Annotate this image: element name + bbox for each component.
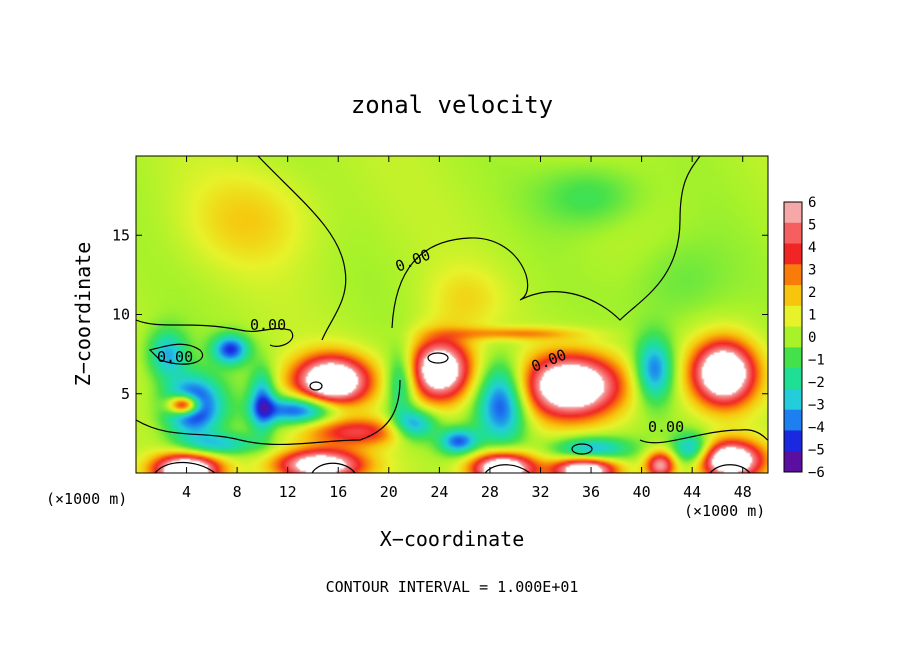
y-tick-label: 10 — [112, 306, 130, 324]
x-axis-label: X−coordinate — [380, 527, 525, 551]
x-tick-label: 40 — [633, 483, 651, 501]
chart-title: zonal velocity — [351, 91, 553, 119]
colorbar-label: 0 — [808, 330, 816, 346]
colorbar-swatch — [784, 264, 802, 286]
colorbar: 6 5 4 3 2 1 0 −1 −2 −3 −4 −5 −6 — [783, 195, 825, 481]
colorbar-label: 4 — [808, 240, 816, 256]
colorbar-swatch — [784, 326, 802, 348]
colorbar-swatch — [784, 388, 802, 411]
contour-bottom-1 — [154, 461, 216, 474]
x-tick-label: 20 — [380, 483, 398, 501]
colorbar-label: 2 — [808, 285, 816, 301]
contour-bottom-4 — [709, 464, 751, 474]
x-tick-label: 16 — [329, 483, 347, 501]
contour-bottom-3 — [484, 464, 531, 474]
x-unit-left: (×1000 m) — [46, 490, 127, 508]
y-tick-label: 15 — [112, 226, 130, 244]
colorbar-swatch — [784, 202, 802, 224]
contour-zero-mid — [148, 343, 204, 365]
contour-zero-lower — [135, 379, 401, 446]
x-tick-label: 8 — [233, 483, 242, 501]
contour-small-1 — [427, 352, 449, 364]
colorbar-swatch — [784, 285, 802, 307]
contour-zero-left — [135, 319, 294, 347]
x-ticks: 4 8 12 16 20 24 28 32 36 40 44 48 — [182, 156, 752, 501]
colorbar-label: 5 — [808, 218, 816, 234]
y-ticks: 5 10 15 — [112, 226, 768, 403]
x-unit-right: (×1000 m) — [684, 502, 765, 520]
colorbar-label: 3 — [808, 263, 816, 279]
x-tick-label: 4 — [182, 483, 191, 501]
colorbar-label: 1 — [808, 308, 816, 324]
x-tick-label: 36 — [582, 483, 600, 501]
y-axis-label: Z−coordinate — [71, 242, 95, 387]
colorbar-swatch — [784, 430, 802, 452]
x-tick-label: 12 — [279, 483, 297, 501]
colorbar-label: −1 — [808, 353, 825, 369]
contour-interval-note: CONTOUR INTERVAL = 1.000E+01 — [326, 578, 579, 596]
colorbar-swatch — [784, 409, 802, 431]
contour-label: 0.00 — [648, 418, 684, 436]
colorbar-swatch — [784, 368, 802, 390]
plot-area: 0.00 0.00 0.00 0.00 0.00 4 8 12 16 20 24 28 32 3… — [112, 155, 769, 501]
x-tick-label: 48 — [734, 483, 752, 501]
x-tick-label: 32 — [531, 483, 549, 501]
x-tick-label: 44 — [683, 483, 701, 501]
colorbar-label: −5 — [808, 443, 825, 459]
colorbar-swatch — [784, 347, 802, 369]
x-tick-label: 28 — [481, 483, 499, 501]
contour-label: 0.00 — [250, 316, 286, 334]
colorbar-swatch — [784, 243, 802, 265]
colorbar-label: −3 — [808, 398, 825, 414]
contour-zero-upper — [257, 155, 701, 341]
colorbar-label: −2 — [808, 375, 825, 391]
contour-small-2 — [309, 381, 323, 391]
contour-bottom-2 — [311, 462, 356, 474]
contour-lines — [135, 155, 769, 474]
colorbar-frame — [783, 201, 803, 473]
contour-label: 0.00 — [157, 348, 193, 366]
colorbar-swatch — [784, 451, 802, 473]
contour-small-3 — [571, 443, 593, 455]
colorbar-swatch — [784, 222, 802, 245]
colorbar-label: 6 — [808, 195, 816, 211]
heatmap-image — [136, 156, 768, 473]
colorbar-label: −6 — [808, 465, 825, 481]
x-tick-label: 24 — [430, 483, 448, 501]
colorbar-swatch — [784, 305, 802, 328]
colorbar-label: −4 — [808, 420, 825, 436]
contour-zero-right — [639, 429, 769, 444]
y-tick-label: 5 — [121, 385, 130, 403]
